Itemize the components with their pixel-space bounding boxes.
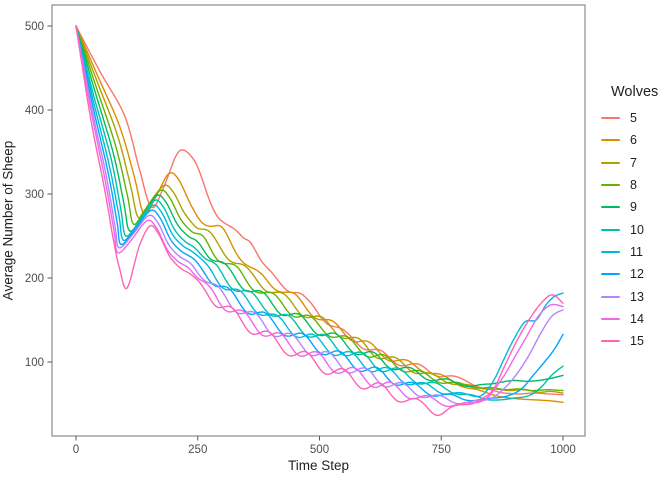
legend-key-line-icon	[601, 184, 620, 187]
legend-entry: 12	[601, 263, 658, 285]
y-axis-tick-label: 400	[25, 105, 44, 117]
series-line-wolves-14	[75, 25, 564, 408]
legend-entry-label: 14	[630, 311, 644, 326]
legend-entry-label: 10	[630, 222, 644, 237]
series-line-wolves-10	[75, 25, 564, 401]
series-line-wolves-7	[75, 25, 564, 394]
y-axis-tick-label: 200	[25, 273, 44, 285]
legend-key-line-icon	[601, 295, 620, 298]
x-axis-tick-label: 500	[310, 444, 329, 456]
legend-title: Wolves	[611, 84, 659, 100]
x-axis-tick-label: 1000	[550, 444, 576, 456]
legend-entry: 14	[601, 308, 658, 330]
legend-entry: 5	[601, 107, 658, 129]
x-axis-title: Time Step	[287, 458, 350, 473]
legend-entry: 8	[601, 174, 658, 196]
legend-entry-label: 12	[630, 267, 644, 282]
legend-key-line-icon	[601, 317, 620, 320]
legend-entry: 13	[601, 285, 658, 307]
legend-entry: 11	[601, 241, 658, 263]
y-axis-title: Average Number of Sheep	[0, 140, 16, 301]
x-axis-tick-label: 250	[188, 444, 207, 456]
legend-key-line-icon	[601, 340, 620, 343]
legend-entry-label: 8	[630, 178, 637, 193]
series-line-wolves-6	[75, 25, 564, 403]
legend-entry-label: 15	[630, 334, 644, 349]
legend-entry: 7	[601, 152, 658, 174]
legend-entry-label: 11	[630, 244, 643, 259]
x-axis-tick-label: 0	[73, 444, 79, 456]
y-axis-tick-label: 100	[25, 357, 44, 369]
legend-key-line-icon	[601, 117, 620, 120]
legend-entry-label: 5	[630, 111, 637, 126]
legend-entry: 10	[601, 218, 658, 240]
series-line-wolves-15	[75, 25, 564, 416]
y-axis-tick-label: 500	[25, 21, 44, 33]
legend-entry: 9	[601, 196, 658, 218]
legend-key-line-icon	[601, 250, 620, 253]
legend-entry-label: 13	[630, 289, 644, 304]
legend-key-line-icon	[601, 273, 620, 276]
legend-entry-label: 9	[630, 200, 637, 215]
legend-entry-label: 6	[630, 133, 637, 148]
series-line-wolves-11	[75, 25, 564, 398]
legend: Wolves 5 6 7 8 9 10 11 12 13 14	[601, 84, 658, 352]
series-line-wolves-8	[75, 25, 564, 392]
legend-key-line-icon	[601, 139, 620, 142]
legend-key-line-icon	[601, 228, 620, 231]
legend-key-line-icon	[601, 161, 620, 164]
series-line-wolves-9	[75, 25, 564, 387]
legend-entry: 6	[601, 129, 658, 151]
y-axis-tick-label: 300	[25, 189, 44, 201]
x-axis-tick-label: 750	[432, 444, 451, 456]
legend-entry-label: 7	[630, 155, 637, 170]
legend-entry: 15	[601, 330, 658, 352]
legend-entries: 5 6 7 8 9 10 11 12 13 14 15	[601, 107, 658, 352]
legend-key-line-icon	[601, 206, 620, 209]
